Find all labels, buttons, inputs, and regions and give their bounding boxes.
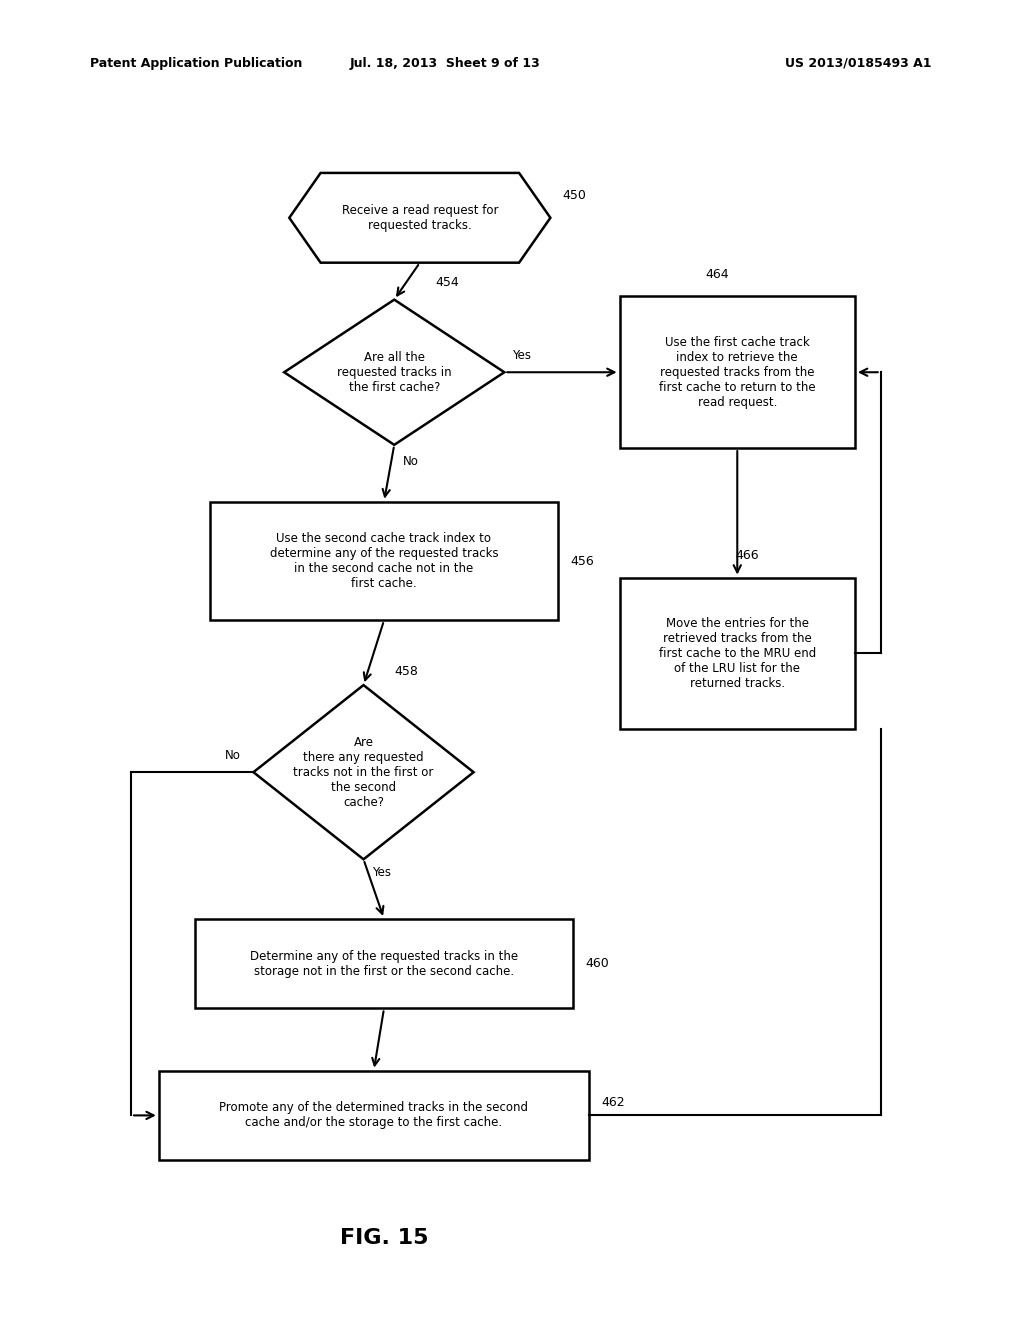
Text: Move the entries for the
retrieved tracks from the
first cache to the MRU end
of: Move the entries for the retrieved track… bbox=[658, 616, 816, 690]
Text: No: No bbox=[402, 455, 419, 469]
Text: No: No bbox=[225, 748, 242, 762]
Text: Receive a read request for
requested tracks.: Receive a read request for requested tra… bbox=[342, 203, 498, 232]
Bar bbox=[620, 297, 855, 449]
Text: Promote any of the determined tracks in the second
cache and/or the storage to t: Promote any of the determined tracks in … bbox=[219, 1101, 528, 1130]
Text: 466: 466 bbox=[735, 549, 760, 562]
Text: Yes: Yes bbox=[512, 348, 531, 362]
Text: Use the first cache track
index to retrieve the
requested tracks from the
first : Use the first cache track index to retri… bbox=[659, 335, 815, 409]
Text: Are
there any requested
tracks not in the first or
the second
cache?: Are there any requested tracks not in th… bbox=[293, 735, 434, 809]
Text: 456: 456 bbox=[570, 554, 594, 568]
Text: Patent Application Publication: Patent Application Publication bbox=[90, 57, 302, 70]
Bar bbox=[620, 578, 855, 729]
Bar bbox=[210, 502, 558, 620]
Text: Use the second cache track index to
determine any of the requested tracks
in the: Use the second cache track index to dete… bbox=[269, 532, 499, 590]
Text: 460: 460 bbox=[586, 957, 609, 970]
Text: US 2013/0185493 A1: US 2013/0185493 A1 bbox=[785, 57, 932, 70]
Text: 462: 462 bbox=[601, 1096, 625, 1109]
Text: Determine any of the requested tracks in the
storage not in the first or the sec: Determine any of the requested tracks in… bbox=[250, 949, 518, 978]
Bar bbox=[195, 919, 573, 1008]
Text: 454: 454 bbox=[435, 276, 459, 289]
Text: Jul. 18, 2013  Sheet 9 of 13: Jul. 18, 2013 Sheet 9 of 13 bbox=[350, 57, 541, 70]
Text: Yes: Yes bbox=[372, 866, 391, 879]
Text: 450: 450 bbox=[563, 189, 587, 202]
Text: 464: 464 bbox=[705, 268, 729, 281]
Bar bbox=[159, 1071, 589, 1160]
Text: FIG. 15: FIG. 15 bbox=[340, 1228, 428, 1249]
Text: 458: 458 bbox=[394, 665, 418, 678]
Text: Are all the
requested tracks in
the first cache?: Are all the requested tracks in the firs… bbox=[337, 351, 452, 393]
